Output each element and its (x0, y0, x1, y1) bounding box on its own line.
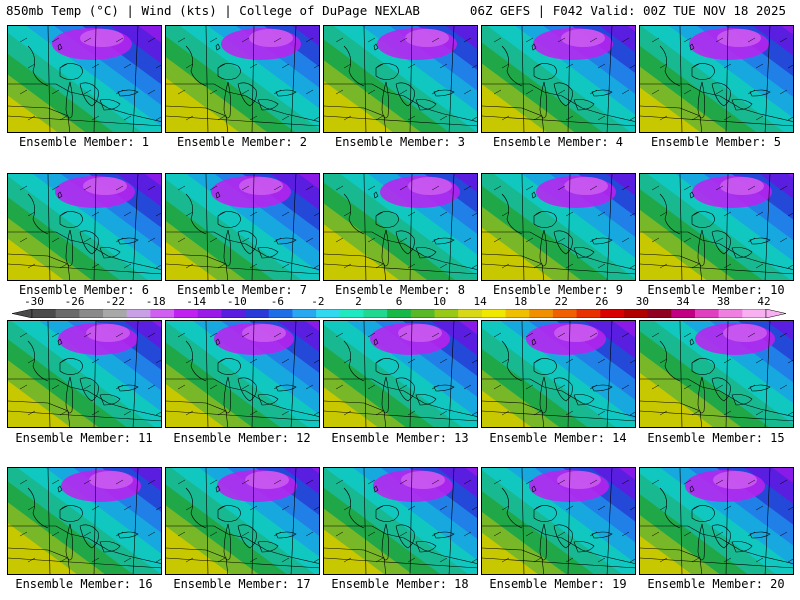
product-title: 850mb Temp (°C) | Wind (kts) | College o… (6, 3, 420, 18)
colorbar-segment (671, 309, 696, 318)
ensemble-member-label: Ensemble Member: 3 (334, 135, 466, 149)
colorbar-segment (505, 309, 530, 318)
colorbar-tick-label: 22 (554, 295, 568, 308)
run-valid-time: 06Z GEFS | F042 Valid: 00Z TUE NOV 18 20… (469, 3, 786, 18)
colorbar-segment (103, 309, 128, 318)
ensemble-member-label: Ensemble Member: 14 (489, 431, 627, 445)
ensemble-member-label: Ensemble Member: 10 (647, 283, 785, 297)
ensemble-member-label: Ensemble Member: 18 (331, 577, 469, 591)
colorbar-segment (600, 309, 625, 318)
ensemble-member-map (323, 173, 478, 281)
colorbar-tick-label: -26 (64, 295, 85, 308)
colorbar-tick-label: 6 (395, 295, 403, 308)
ensemble-member-map (7, 467, 162, 575)
ensemble-member-map (165, 320, 320, 428)
colorbar-segment (647, 309, 672, 318)
ensemble-member-map (165, 25, 320, 133)
colorbar-segment (481, 309, 507, 318)
ensemble-member-map (639, 320, 794, 428)
ensemble-member-map (323, 25, 478, 133)
ensemble-member-map (639, 25, 794, 133)
colorbar-segment (742, 309, 767, 318)
ensemble-member-map (481, 25, 636, 133)
colorbar-segment (410, 309, 436, 318)
ensemble-member-map (481, 467, 636, 575)
colorbar-tick-label: -22 (105, 295, 126, 308)
ensemble-member-map (323, 320, 478, 428)
colorbar-segment (245, 309, 270, 318)
colorbar-tick-label: 18 (514, 295, 528, 308)
ensemble-member-label: Ensemble Member: 11 (15, 431, 153, 445)
ensemble-member-map (323, 467, 478, 575)
ensemble-member-map (481, 320, 636, 428)
ensemble-member-map (7, 173, 162, 281)
colorbar-tick-label: -18 (145, 295, 166, 308)
colorbar-segment (529, 309, 554, 318)
colorbar-tick-label: 38 (716, 295, 731, 308)
colorbar-segment (174, 309, 199, 318)
colorbar-segment (434, 309, 459, 318)
ensemble-member-label: Ensemble Member: 1 (18, 135, 150, 149)
ensemble-member-label: Ensemble Member: 5 (650, 135, 782, 149)
ensemble-member-map (165, 173, 320, 281)
colorbar-tick-label: 30 (635, 295, 649, 308)
ensemble-member-label: Ensemble Member: 17 (173, 577, 311, 591)
ensemble-member-label: Ensemble Member: 2 (176, 135, 308, 149)
ensemble-member-label: Ensemble Member: 15 (647, 431, 785, 445)
colorbar-tick-label: 14 (473, 295, 487, 308)
colorbar-segment (316, 309, 341, 318)
colorbar-segment (576, 309, 601, 318)
ensemble-member-label: Ensemble Member: 7 (176, 283, 308, 297)
ensemble-member-map (165, 467, 320, 575)
colorbar-tick-label: 2 (355, 295, 362, 308)
ensemble-member-label: Ensemble Member: 6 (18, 283, 150, 297)
ensemble-member-label: Ensemble Member: 13 (331, 431, 469, 445)
ensemble-member-map (639, 173, 794, 281)
colorbar-segment (150, 309, 175, 318)
colorbar-segment (718, 309, 743, 318)
colorbar-left-arrow (12, 309, 33, 318)
temperature-colorbar (12, 309, 786, 318)
colorbar-right-arrow (765, 309, 786, 318)
ensemble-member-map (7, 320, 162, 428)
ensemble-member-label: Ensemble Member: 12 (173, 431, 311, 445)
colorbar-tick-label: -2 (311, 295, 325, 308)
colorbar-segment (387, 309, 412, 318)
ensemble-member-map (481, 173, 636, 281)
colorbar-segment (458, 309, 483, 318)
ensemble-member-label: Ensemble Member: 9 (492, 283, 624, 297)
ensemble-member-label: Ensemble Member: 8 (334, 283, 466, 297)
ensemble-member-label: Ensemble Member: 4 (492, 135, 624, 149)
colorbar-segment (268, 309, 293, 318)
ensemble-member-label: Ensemble Member: 16 (15, 577, 153, 591)
map-header: 850mb Temp (°C) | Wind (kts) | College o… (0, 0, 800, 22)
colorbar-segment (55, 309, 80, 318)
colorbar-segment (79, 309, 104, 318)
ensemble-member-map (7, 25, 162, 133)
colorbar-segment (694, 309, 720, 318)
colorbar-tick-label: -30 (24, 295, 44, 308)
colorbar-tick-label: 34 (676, 295, 690, 308)
colorbar-tick-label: -14 (186, 295, 207, 308)
colorbar-segment (363, 309, 388, 318)
colorbar-tick-label: -6 (270, 295, 284, 308)
colorbar-segment (339, 309, 364, 318)
colorbar-segment (552, 309, 578, 318)
colorbar-segment (32, 309, 57, 318)
ensemble-member-label: Ensemble Member: 19 (489, 577, 627, 591)
colorbar-segment (292, 309, 317, 318)
colorbar-tick-label: -10 (226, 295, 247, 308)
ensemble-member-map (639, 467, 794, 575)
colorbar-segment (197, 309, 222, 318)
colorbar-tick-label: 26 (595, 295, 609, 308)
colorbar-tick-label: 42 (757, 295, 771, 308)
ensemble-member-label: Ensemble Member: 20 (647, 577, 785, 591)
colorbar-segment (221, 309, 246, 318)
colorbar-segment (126, 309, 151, 318)
colorbar-segment (623, 309, 649, 318)
colorbar-tick-label: 10 (432, 295, 447, 308)
